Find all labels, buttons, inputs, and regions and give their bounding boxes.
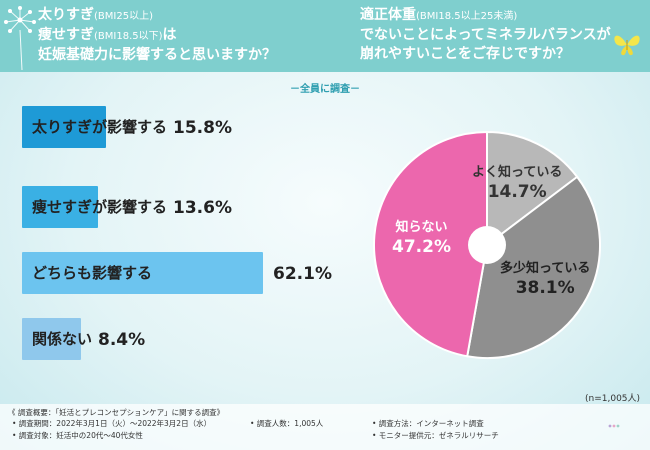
pie-value-label: 14.7% bbox=[487, 182, 547, 202]
pie-category-label: 知らない bbox=[395, 220, 448, 235]
dandelion-icon bbox=[4, 6, 36, 70]
footer-target: • 調査対象：妊活中の20代〜40代女性 bbox=[12, 431, 143, 440]
bar-value-label: 13.6% bbox=[173, 198, 232, 218]
sample-size: (n=1,005人) bbox=[585, 394, 641, 404]
right-q-line3: 崩れやすいことをご存じですか？ bbox=[360, 46, 570, 62]
pie-value-label: 38.1% bbox=[515, 278, 575, 298]
bar bbox=[22, 186, 98, 228]
left-q-line2-tail: は bbox=[162, 27, 177, 43]
bar bbox=[22, 318, 81, 360]
left-q-line2-note: (BMI18.5以下) bbox=[94, 31, 163, 42]
footer-overview: 《 調査概要：「妊活とプレコンセプションケア」に関する調査》 bbox=[8, 408, 225, 417]
bar-value-label: 62.1% bbox=[273, 264, 332, 284]
left-question: 太りすぎ(BMI25以上) 痩せすぎ(BMI18.5以下)は 妊娠基礎力に影響す… bbox=[38, 6, 276, 65]
bar-category-label: 太りすぎが影響する bbox=[32, 118, 168, 136]
bar bbox=[22, 252, 263, 294]
bar-category-label: 関係ない bbox=[32, 330, 93, 348]
bar-category-label: どちらも影響する bbox=[32, 264, 153, 282]
bar-category-label: 痩せすぎが影響する bbox=[32, 198, 168, 216]
footer-count: • 調査人数：1,005人 bbox=[250, 419, 324, 428]
footer-method: • 調査方法：インターネット調査 bbox=[372, 419, 484, 428]
pie-category-label: よく知っている bbox=[472, 165, 563, 180]
donut-hole bbox=[468, 226, 506, 264]
left-q-line2: 痩せすぎ bbox=[38, 27, 94, 43]
left-q-line1: 太りすぎ bbox=[38, 7, 94, 23]
bar-value-label: 15.8% bbox=[173, 118, 232, 138]
pie-category-label: 多少知っている bbox=[500, 261, 591, 276]
footer-period: • 調査期間：2022年3月1日（火）〜2022年3月2日（水） bbox=[12, 419, 212, 428]
butterfly-icon bbox=[614, 35, 640, 56]
left-q-line1-note: (BMI25以上) bbox=[94, 11, 153, 22]
footer-provider: • モニター提供元：ゼネラルリサーチ bbox=[372, 431, 499, 440]
bar bbox=[22, 106, 106, 148]
survey-scope-label: － 全員に調査 － bbox=[0, 80, 650, 95]
right-q-line1: 適正体重 bbox=[360, 7, 416, 23]
left-q-line3: 妊娠基礎力に影響すると思いますか？ bbox=[38, 47, 276, 63]
footer: 《 調査概要：「妊活とプレコンセプションケア」に関する調査》 • 調査期間：20… bbox=[0, 404, 650, 450]
header-band bbox=[0, 0, 650, 72]
right-q-line1-note: (BMI18.5以上25未満) bbox=[416, 11, 518, 22]
right-q-line2: でないことによってミネラルバランスが bbox=[360, 27, 611, 43]
bar-value-label: 8.4% bbox=[98, 330, 146, 350]
survey-scope-text: 全員に調査 bbox=[300, 84, 350, 95]
pie-slice bbox=[466, 175, 601, 359]
pie-label: 多少知っている 38.1% bbox=[500, 261, 590, 299]
pie-label: 知らない 47.2% bbox=[392, 220, 451, 258]
pie-slice bbox=[373, 130, 488, 358]
pie-label: よく知っている 14.7% bbox=[472, 165, 562, 203]
pie-value-label: 47.2% bbox=[392, 237, 451, 257]
brand-logo bbox=[590, 411, 620, 441]
pie-slice bbox=[486, 130, 579, 248]
right-question: 適正体重(BMI18.5以上25未満) でないことによってミネラルバランスが 崩… bbox=[360, 6, 611, 64]
